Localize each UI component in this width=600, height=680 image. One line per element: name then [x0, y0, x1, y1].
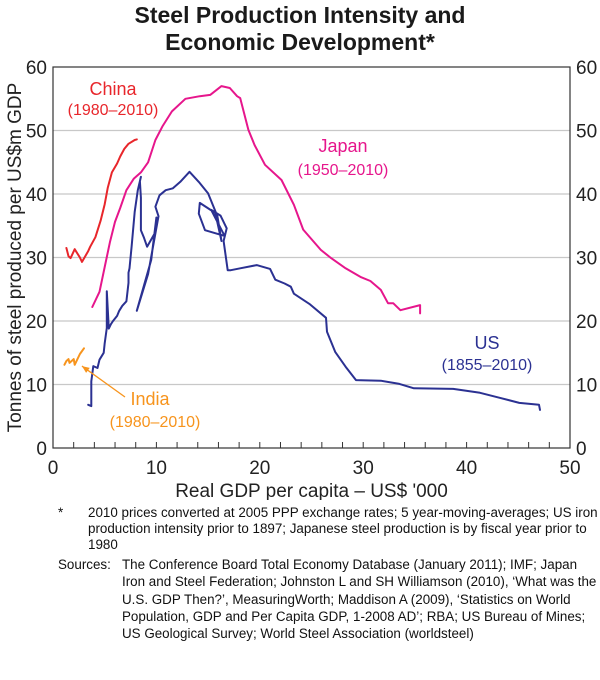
- x-tick-label: 0: [48, 458, 59, 479]
- x-tick-label: 20: [249, 458, 270, 479]
- series-line-japan: [91, 85, 422, 315]
- y-tick-label-right: 10: [576, 376, 597, 397]
- gridlines: [53, 129, 570, 386]
- series-line-india: [63, 347, 85, 366]
- y-tick-label-left: 0: [36, 439, 47, 460]
- footnote: * 2010 prices converted at 2005 PPP exch…: [58, 505, 598, 554]
- series-labels: China (1980–2010) Japan (1950–2010) US (1855–…: [68, 79, 533, 431]
- series-lines: [63, 85, 541, 411]
- sources-label: Sources:: [58, 557, 111, 572]
- y-tick-label-right: 30: [576, 249, 597, 270]
- y-axis-label: Tonnes of steel produced per US$m GDP: [5, 83, 26, 433]
- sources-text: The Conference Board Total Economy Datab…: [122, 557, 597, 642]
- y-tick-label-right: 50: [576, 122, 597, 143]
- footnote-text: 2010 prices converted at 2005 PPP exchan…: [88, 505, 598, 553]
- series-line-us: [87, 170, 541, 411]
- x-tick-label: 40: [456, 458, 477, 479]
- y-tick-label-right: 60: [576, 58, 597, 79]
- x-axis-label: Real GDP per capita – US$ '000: [175, 481, 448, 500]
- x-tick-label: 50: [559, 458, 580, 479]
- series-label-us: US: [474, 333, 499, 353]
- footnote-mark: *: [58, 505, 64, 520]
- series-period-us: (1855–2010): [442, 357, 533, 374]
- x-tick-label: 30: [353, 458, 374, 479]
- series-line-china: [65, 138, 138, 263]
- y-tick-label-left: 20: [26, 312, 47, 333]
- india-arrowhead-icon: [81, 366, 90, 373]
- y-tick-label-left: 10: [26, 376, 47, 397]
- y-tick-label-right: 40: [576, 185, 597, 206]
- y-tick-label-left: 40: [26, 185, 47, 206]
- series-period-japan: (1950–2010): [298, 162, 389, 179]
- y-tick-label-right: 20: [576, 312, 597, 333]
- series-period-china: (1980–2010): [68, 102, 159, 119]
- series-label-india: India: [130, 389, 170, 409]
- plot-frame: [52, 66, 571, 449]
- y-tick-label-left: 50: [26, 122, 47, 143]
- india-annotation-arrow: [81, 365, 126, 398]
- chart-title-line-1: Steel Production Intensity and: [134, 2, 466, 28]
- chart-title: Steel Production Intensity and Economic …: [0, 2, 600, 56]
- y-tick-label-left: 60: [26, 58, 47, 79]
- chart-title-line-2: Economic Development*: [165, 29, 435, 55]
- x-tick-label: 10: [146, 458, 167, 479]
- series-label-china: China: [89, 79, 137, 99]
- sources: Sources: The Conference Board Total Econ…: [58, 556, 598, 642]
- series-label-japan: Japan: [318, 136, 367, 156]
- y-tick-label-right: 0: [576, 439, 587, 460]
- series-period-india: (1980–2010): [110, 414, 201, 431]
- y-tick-label-left: 30: [26, 249, 47, 270]
